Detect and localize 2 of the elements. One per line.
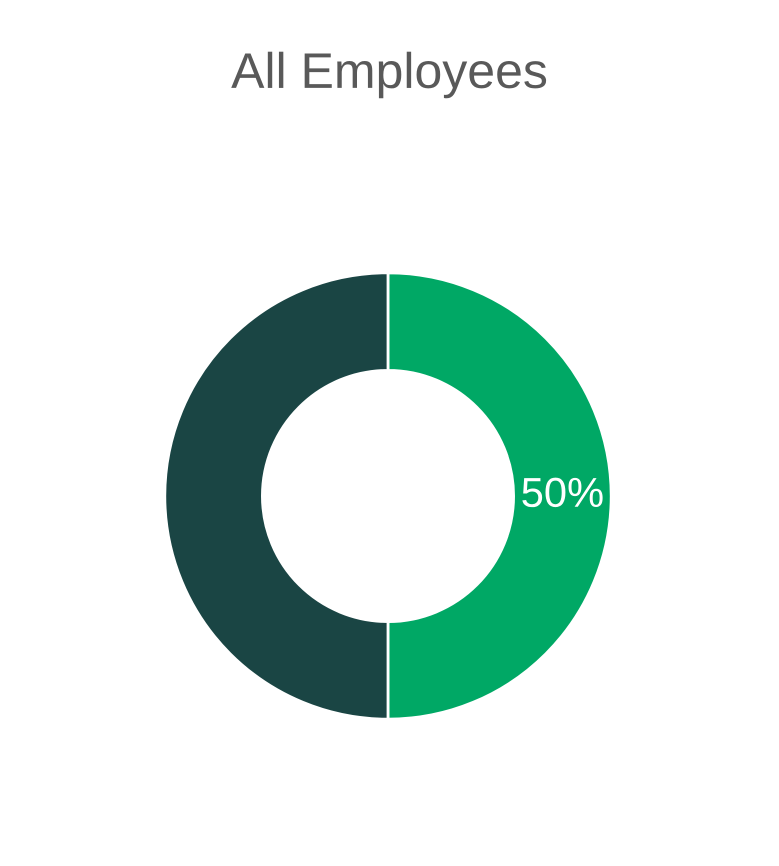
data-label: 50% bbox=[522, 478, 603, 508]
chart-title: All Employees bbox=[231, 52, 546, 98]
